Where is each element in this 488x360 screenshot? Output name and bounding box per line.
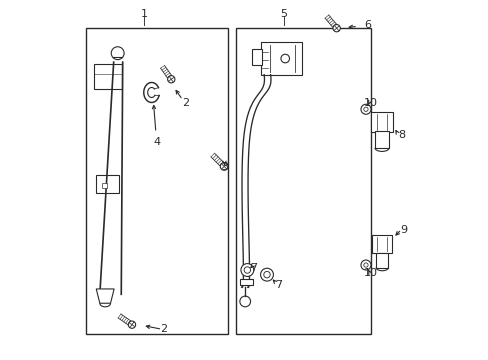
Polygon shape — [96, 289, 114, 303]
Text: 6: 6 — [364, 19, 370, 30]
Text: 2: 2 — [182, 98, 189, 108]
Bar — [251, 49, 261, 65]
Bar — [235, 28, 370, 334]
Circle shape — [360, 260, 370, 270]
Text: 9: 9 — [399, 225, 406, 235]
Bar — [240, 279, 252, 285]
Circle shape — [244, 267, 250, 273]
Bar — [375, 252, 387, 267]
Text: 2: 2 — [160, 324, 167, 334]
Text: 1: 1 — [141, 9, 148, 19]
Bar — [370, 112, 392, 132]
Circle shape — [167, 76, 175, 83]
Bar — [372, 235, 391, 253]
Bar — [260, 42, 301, 75]
Bar — [102, 183, 107, 188]
Bar — [96, 175, 119, 193]
Text: 7: 7 — [274, 280, 282, 291]
Text: 8: 8 — [397, 130, 405, 140]
Circle shape — [240, 296, 250, 307]
Circle shape — [128, 321, 135, 328]
Text: 7: 7 — [249, 262, 257, 273]
Bar — [85, 28, 228, 334]
Circle shape — [281, 54, 289, 63]
Circle shape — [360, 104, 370, 114]
Circle shape — [363, 107, 367, 111]
Bar — [374, 131, 388, 148]
Text: 5: 5 — [280, 9, 287, 19]
Circle shape — [241, 264, 253, 276]
Circle shape — [260, 268, 273, 281]
Text: 10: 10 — [364, 98, 378, 108]
Text: 4: 4 — [153, 138, 160, 148]
Text: 10: 10 — [364, 268, 378, 278]
Circle shape — [220, 163, 227, 170]
Circle shape — [111, 47, 124, 60]
Circle shape — [363, 263, 367, 267]
Circle shape — [263, 271, 270, 278]
Bar — [94, 64, 122, 89]
Text: 3: 3 — [221, 162, 228, 172]
Circle shape — [332, 24, 340, 32]
